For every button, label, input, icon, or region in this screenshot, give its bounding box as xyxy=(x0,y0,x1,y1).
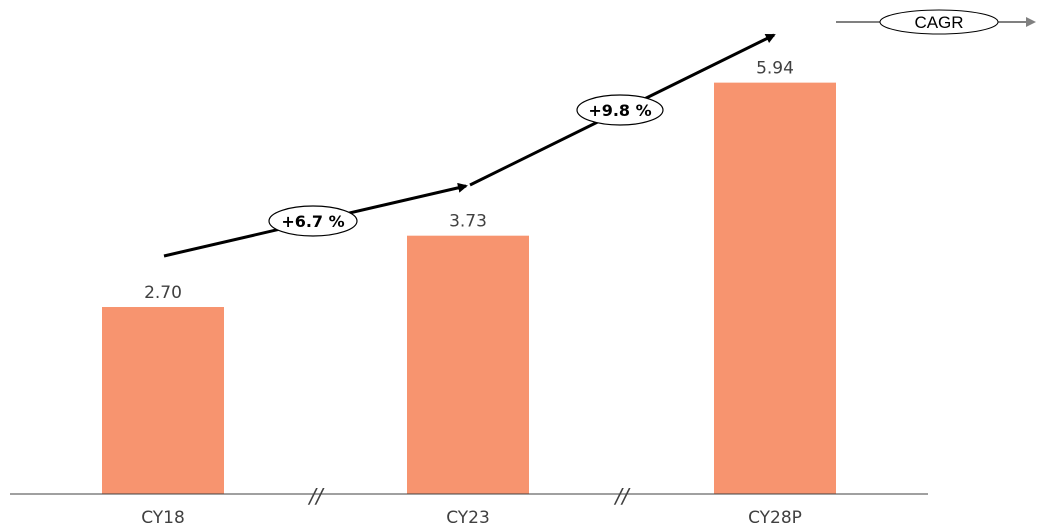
value-label-cy28p: 5.94 xyxy=(756,59,794,79)
legend-label: CAGR xyxy=(914,13,963,32)
category-labels-group: CY18 CY23 CY28P xyxy=(141,508,802,528)
axis-break-2: // xyxy=(613,484,631,508)
bar-cy28p xyxy=(714,82,836,494)
value-label-cy23: 3.73 xyxy=(449,212,487,232)
legend: CAGR xyxy=(836,9,1036,35)
bar-cy23 xyxy=(407,235,529,494)
bars-group xyxy=(102,82,836,494)
axis-break-1: // xyxy=(307,484,325,508)
legend-ellipse xyxy=(879,9,999,35)
category-label-cy18: CY18 xyxy=(141,508,185,528)
bar-cy18 xyxy=(102,307,224,494)
cagr-label-2: +9.8 % xyxy=(588,101,651,120)
value-label-cy18: 2.70 xyxy=(144,283,182,303)
category-label-cy23: CY23 xyxy=(446,508,490,528)
cagr-badge-2: +9.8 % xyxy=(576,94,664,126)
cagr-badge-1-ellipse xyxy=(268,205,358,237)
cagr-label-1: +6.7 % xyxy=(281,212,344,231)
category-label-cy28p: CY28P xyxy=(748,508,802,528)
cagr-badge-1: +6.7 % xyxy=(268,205,358,237)
cagr-badge-2-ellipse xyxy=(576,94,664,126)
value-labels-group: 2.70 3.73 5.94 xyxy=(144,59,794,303)
